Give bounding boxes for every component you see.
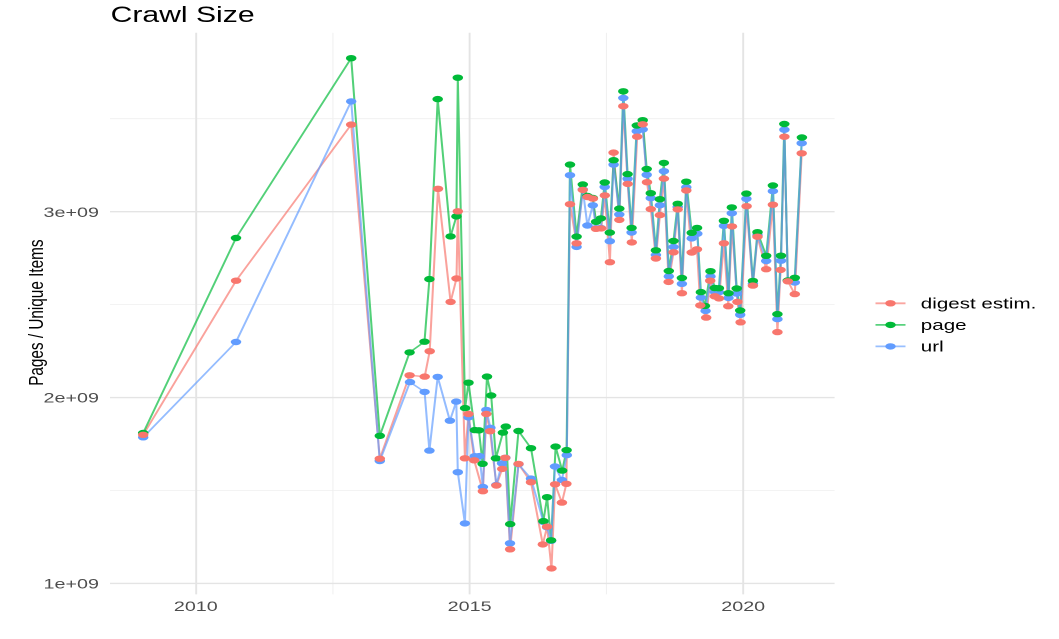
svg-text:Pages / Unique Items: Pages / Unique Items	[25, 239, 48, 385]
svg-text:2e+09: 2e+09	[44, 390, 99, 406]
svg-text:2020: 2020	[721, 599, 765, 615]
svg-text:2010: 2010	[174, 599, 218, 615]
svg-text:3e+09: 3e+09	[44, 205, 99, 221]
svg-text:1e+09: 1e+09	[44, 576, 99, 592]
svg-text:page: page	[921, 317, 967, 333]
svg-text:2015: 2015	[448, 599, 492, 615]
svg-text:Crawl Size: Crawl Size	[111, 2, 255, 27]
svg-text:digest estim.: digest estim.	[921, 296, 1037, 312]
svg-text:url: url	[921, 339, 944, 355]
